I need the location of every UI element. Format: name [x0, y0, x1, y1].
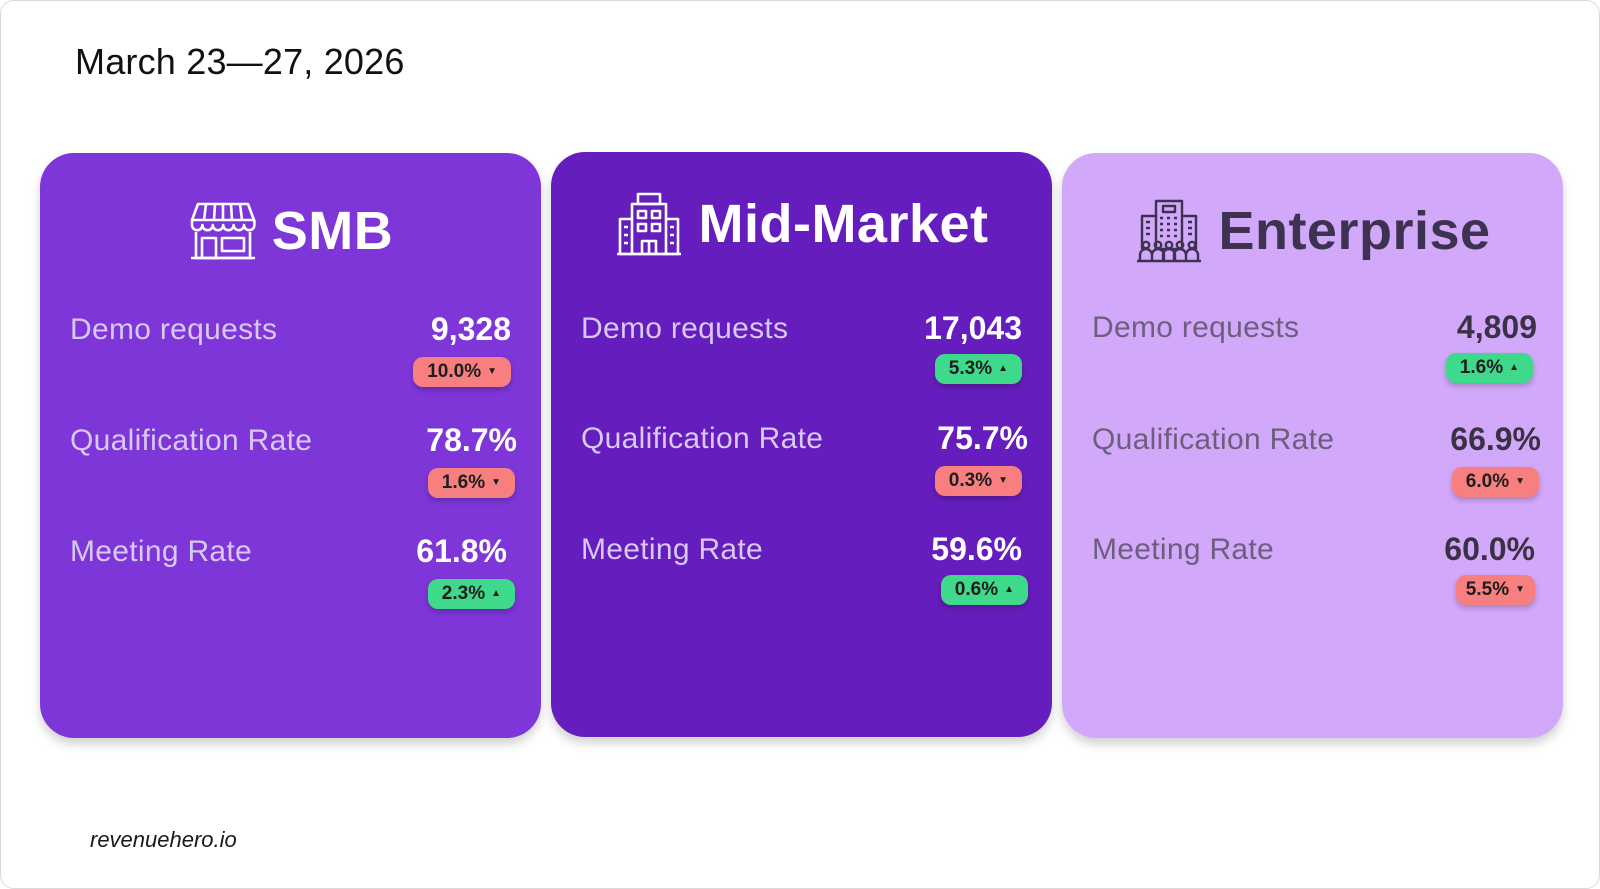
metric-value: 75.7% [937, 420, 1028, 456]
change-value: 1.6% [1459, 357, 1504, 378]
change-value: 0.3% [948, 470, 993, 491]
arrow-down-icon: ▼ [487, 366, 497, 377]
metric-label: Meeting Rate [1092, 533, 1275, 566]
change-badge: 1.6% ▲ [1445, 353, 1533, 383]
metric-value: 61.8% [416, 533, 507, 569]
metric-label: Qualification Rate [1092, 423, 1335, 456]
metric-label: Demo requests [70, 313, 278, 346]
corporate-building-icon [1134, 198, 1204, 264]
metric-qualification-rate: Qualification Rate 78.7% 1.6% ▼ [70, 422, 517, 524]
card-title: Enterprise [1218, 201, 1491, 261]
change-badge: 2.3% ▲ [427, 579, 515, 609]
metric-meeting-rate: Meeting Rate 60.0% 5.5% ▼ [1092, 531, 1539, 633]
change-value: 2.3% [441, 583, 486, 604]
metric-label: Meeting Rate [70, 535, 253, 568]
metric-meeting-rate: Meeting Rate 61.8% 2.3% ▲ [70, 533, 517, 635]
metric-value: 9,328 [430, 311, 511, 347]
change-badge: 0.3% ▼ [934, 466, 1022, 496]
change-badge: 10.0% ▼ [413, 357, 511, 387]
segment-card-smb: SMB Demo requests 9,328 10.0% ▼ Qualific… [40, 153, 541, 738]
arrow-down-icon: ▼ [1515, 584, 1525, 595]
metric-value: 66.9% [1450, 421, 1541, 457]
change-value: 0.6% [954, 579, 999, 600]
change-value: 6.0% [1465, 471, 1510, 492]
metric-qualification-rate: Qualification Rate 66.9% 6.0% ▼ [1092, 421, 1541, 523]
metric-meeting-rate: Meeting Rate 59.6% 0.6% ▲ [581, 531, 1028, 633]
page-title: March 23—27, 2026 [75, 41, 405, 82]
change-badge: 0.6% ▲ [940, 575, 1028, 605]
change-value: 1.6% [441, 472, 486, 493]
card-title: SMB [271, 201, 394, 261]
card-header: Enterprise [1062, 191, 1563, 271]
arrow-down-icon: ▼ [1515, 476, 1525, 487]
change-badge: 5.5% ▼ [1455, 575, 1535, 605]
change-value: 5.3% [948, 358, 993, 379]
arrow-up-icon: ▲ [491, 588, 501, 599]
metric-label: Demo requests [1092, 311, 1300, 344]
segment-card-enterprise: Enterprise Demo requests 4,809 1.6% ▲ Qu… [1062, 153, 1563, 738]
arrow-up-icon: ▲ [998, 363, 1008, 374]
change-value: 5.5% [1465, 579, 1510, 600]
arrow-up-icon: ▲ [1509, 362, 1519, 373]
card-title: Mid-Market [698, 194, 989, 254]
metric-label: Meeting Rate [581, 533, 764, 566]
metric-label: Demo requests [581, 312, 789, 345]
change-badge: 1.6% ▼ [427, 468, 515, 498]
metric-label: Qualification Rate [70, 424, 313, 457]
change-badge: 6.0% ▼ [1451, 467, 1539, 497]
metric-value: 17,043 [924, 310, 1022, 346]
arrow-down-icon: ▼ [491, 477, 501, 488]
metric-demo-requests: Demo requests 17,043 5.3% ▲ [581, 310, 1028, 412]
card-header: SMB [40, 191, 541, 271]
change-value: 10.0% [427, 361, 482, 382]
metric-value: 60.0% [1444, 531, 1535, 567]
metric-demo-requests: Demo requests 4,809 1.6% ▲ [1092, 309, 1539, 411]
segment-card-mid-market: Mid-Market Demo requests 17,043 5.3% ▲ Q… [551, 152, 1052, 737]
storefront-icon [188, 198, 258, 264]
office-building-icon [614, 191, 684, 257]
metric-value: 59.6% [931, 531, 1022, 567]
metric-value: 4,809 [1456, 309, 1537, 345]
metric-demo-requests: Demo requests 9,328 10.0% ▼ [70, 311, 517, 413]
arrow-up-icon: ▲ [1004, 584, 1014, 595]
metric-label: Qualification Rate [581, 422, 824, 455]
metric-qualification-rate: Qualification Rate 75.7% 0.3% ▼ [581, 420, 1028, 522]
metric-value: 78.7% [426, 422, 517, 458]
brand-footer: revenuehero.io [90, 827, 237, 852]
change-badge: 5.3% ▲ [934, 354, 1022, 384]
arrow-down-icon: ▼ [998, 475, 1008, 486]
card-header: Mid-Market [551, 184, 1052, 264]
